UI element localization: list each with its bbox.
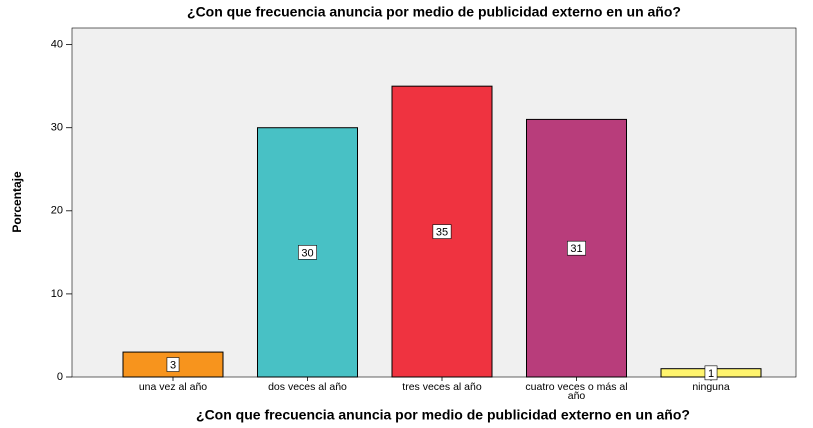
- x-axis-label: ¿Con que frecuencia anuncia por medio de…: [196, 407, 690, 423]
- value-label: 1: [708, 368, 714, 380]
- x-tick-label: ninguna: [692, 381, 730, 393]
- value-label: 31: [570, 243, 582, 255]
- y-tick-label: 0: [57, 371, 63, 383]
- y-tick-label: 30: [51, 122, 63, 134]
- y-tick-label: 40: [51, 39, 63, 51]
- value-label: 30: [301, 247, 313, 259]
- x-tick-label: dos veces al año: [268, 381, 347, 393]
- value-label-box: [704, 365, 718, 381]
- x-tick-label: una vez al año: [139, 381, 207, 393]
- y-tick-label: 20: [51, 205, 63, 217]
- value-label: 35: [436, 226, 448, 238]
- x-tick-label: cuatro veces o más al año: [525, 381, 627, 402]
- chart-title: ¿Con que frecuencia anuncia por medio de…: [187, 4, 681, 20]
- value-label-box: [298, 245, 317, 260]
- y-tick-label: 10: [51, 288, 63, 300]
- y-axis-label: Porcentaje: [10, 171, 24, 233]
- x-tick-label: tres veces al año: [402, 381, 482, 393]
- value-label-box: [166, 357, 180, 372]
- value-label-box: [567, 240, 586, 256]
- value-label: 3: [170, 359, 176, 371]
- value-label-box: [432, 224, 452, 239]
